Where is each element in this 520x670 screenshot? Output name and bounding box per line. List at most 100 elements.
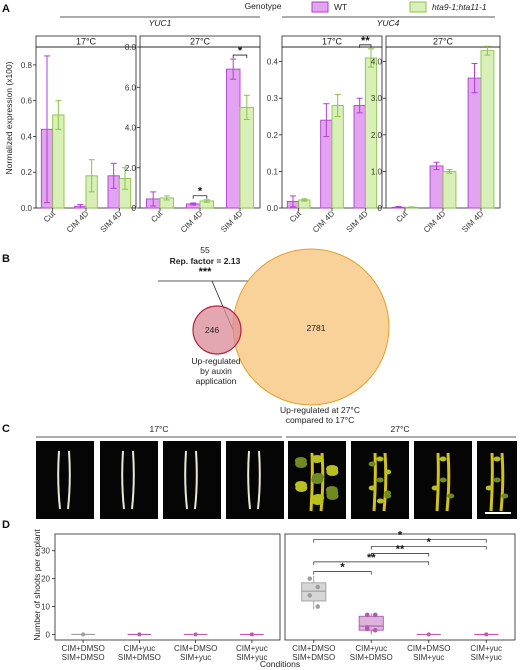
explant-photo-4 (226, 441, 284, 519)
y-tick-label: 0.0 (267, 204, 279, 213)
explant (247, 450, 251, 510)
significance-label: * (340, 562, 345, 574)
x-tick-label: Cut (42, 209, 58, 225)
significance-label: ** (367, 552, 376, 564)
shoot-tissue (493, 477, 501, 483)
significance-label: ** (361, 35, 370, 47)
significance-label: * (238, 45, 243, 57)
x-tick-label: SIM+yuc (413, 653, 444, 662)
explant (372, 452, 377, 512)
significance-bracket (359, 44, 372, 48)
y-tick-label: 2.0 (371, 131, 383, 140)
data-point (484, 632, 489, 637)
bar-wt (225, 68, 241, 209)
x-tick-label: CIM 4D (65, 209, 91, 235)
y-tick-label: 0.4 (267, 58, 279, 67)
explant (489, 452, 494, 512)
x-tick-label: SIM 4D (460, 209, 485, 234)
y-tick-label: 0.3 (267, 94, 279, 103)
significance-bracket (370, 553, 430, 557)
photo-background (163, 441, 221, 519)
shoot-tissue (384, 469, 392, 475)
significance-bracket (313, 539, 487, 543)
data-point (426, 632, 431, 637)
x-tick-label: Cut (288, 209, 304, 225)
explant (131, 450, 135, 510)
explant (67, 450, 71, 510)
significance-bracket (192, 195, 208, 199)
facet-strip-label: 27°C (433, 37, 454, 47)
data-point (315, 584, 321, 590)
panel-label-d: D (2, 519, 10, 531)
x-tick-label: CIM+yuc (123, 644, 155, 653)
x-tick-label: SIM 4D (219, 209, 244, 234)
bar-chart-4: 27°C 0 1.0 2.0 3.0 4.0 Cut CIM 4D SIM 4D (371, 35, 501, 235)
shoot-tissue (447, 493, 455, 499)
y-tick-label: 8.0 (125, 43, 137, 52)
venn-right-count: 2781 (307, 323, 326, 333)
data-point (364, 626, 370, 632)
x-tick-label: SIM+DMSO (118, 653, 161, 662)
bar-chart-3: 17°C 0.0 0.1 0.2 0.3 0.4 Cut CIM 4D SIM 4D ** (267, 35, 383, 235)
y-tick-label: 0.2 (21, 168, 33, 177)
shoot-tissue (384, 490, 392, 496)
y-tick-label: 0.8 (21, 61, 33, 70)
explant (57, 450, 61, 510)
y-tick-label: 0 (132, 204, 137, 213)
data-point (372, 627, 378, 633)
explant (121, 450, 125, 510)
shoot-tissue (311, 473, 324, 481)
plot-frame (284, 533, 516, 641)
facet-strip-label: 17°C (322, 37, 343, 47)
x-tick-label: CIM 4D (311, 209, 337, 235)
y-tick-label: 4.0 (125, 124, 137, 133)
x-tick-label: CIM+yuc (470, 644, 502, 653)
explant (257, 450, 261, 510)
x-tick-label: Cut (394, 209, 410, 225)
x-tick-label: SIM+DMSO (62, 653, 105, 662)
explant (435, 452, 440, 512)
bar-wt (429, 165, 444, 209)
d-ylabel: Number of shoots per explant (32, 529, 42, 641)
plot-frame (54, 533, 281, 641)
box-panel-27°C: CIM+DMSOSIM+DMSOCIM+yucSIM+DMSOCIM+DMSOS… (284, 524, 516, 662)
venn-left-label-3: application (196, 376, 237, 386)
x-tick-label: CIM 4D (422, 209, 448, 235)
shoot-tissue (376, 498, 384, 504)
x-tick-label: SIM+yuc (180, 653, 211, 662)
panel-label-c: C (2, 423, 10, 435)
significance-label: * (427, 537, 432, 549)
box-panel-17°C: CIM+DMSOSIM+DMSOCIM+yucSIM+DMSOCIM+DMSOS… (54, 524, 281, 662)
venn-overlap-count: 55 (200, 245, 210, 255)
explant (194, 450, 198, 510)
venn-left-label-1: Up-regulated (191, 356, 240, 366)
shoot-tissue (439, 456, 447, 462)
significance-label: * (398, 530, 403, 542)
rep-factor: Rep. factor = 2.13 (170, 256, 241, 266)
explant-photo-6 (351, 441, 409, 519)
y-tick-label: 0.1 (267, 167, 279, 176)
bar-mutant (331, 105, 344, 209)
significance-bracket (232, 54, 248, 59)
data-point (372, 612, 378, 618)
shoot-tissue (326, 465, 339, 473)
gene-label-yuc1: YUC1 (149, 18, 172, 28)
shoot-tissue (311, 455, 323, 463)
legend-label-mutant: hta9-1;hta11-1 (432, 2, 487, 12)
panel-label-b: B (2, 253, 10, 265)
y-tick-label: 2.0 (125, 164, 137, 173)
shoot-tissue (501, 493, 509, 499)
shoot-tissue (368, 485, 376, 491)
x-tick-label: SIM+DMSO (292, 653, 335, 662)
explant-photo-1 (36, 441, 94, 519)
bar-mutant (480, 50, 495, 209)
bar-mutant (239, 106, 255, 209)
shoot-tissue (295, 481, 308, 489)
x-tick-label: CIM+DMSO (61, 644, 104, 653)
photo-background (100, 441, 158, 519)
venn-right-label-2: compared to 17°C (286, 415, 355, 425)
legend-swatch-mutant (409, 1, 427, 13)
shoot-tissue (376, 477, 384, 483)
photo-background (36, 441, 94, 519)
